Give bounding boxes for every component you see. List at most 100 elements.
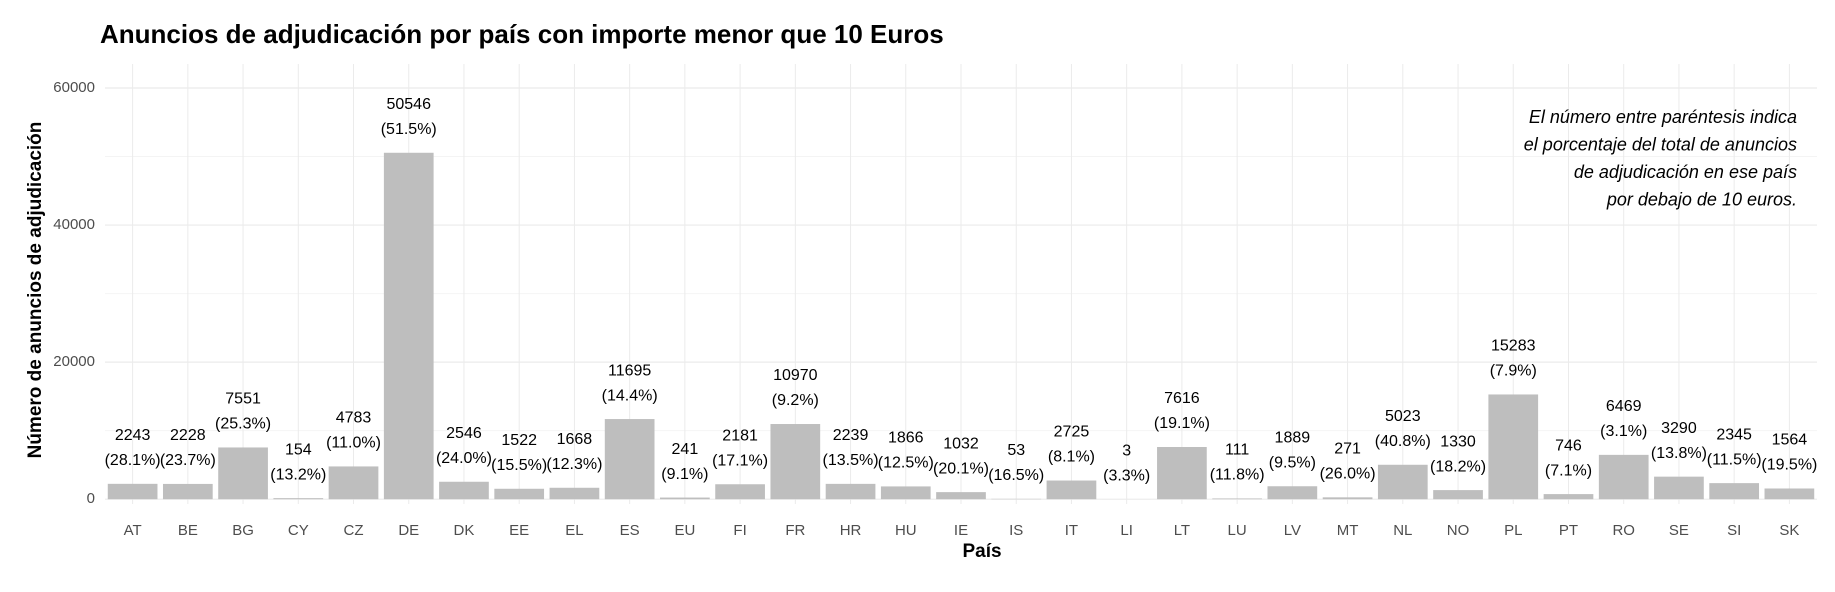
x-tick-label: EE — [509, 522, 529, 539]
bar — [1488, 394, 1538, 499]
percent-label: (19.1%) — [1154, 415, 1210, 432]
value-label: 1866 — [888, 430, 924, 447]
x-tick-label: BE — [178, 522, 198, 539]
bar — [1212, 498, 1262, 499]
y-tick-label: 60000 — [53, 79, 95, 96]
x-tick-label: FR — [785, 522, 805, 539]
value-label: 50546 — [386, 96, 431, 113]
bar — [1765, 488, 1815, 499]
bar — [108, 484, 158, 499]
value-label: 1564 — [1772, 432, 1808, 449]
x-tick-label: PT — [1559, 522, 1578, 539]
value-label: 2243 — [115, 427, 151, 444]
bar — [770, 424, 820, 499]
x-tick-label: HU — [895, 522, 917, 539]
x-axis-title: País — [962, 541, 1001, 562]
value-label: 2345 — [1716, 426, 1752, 443]
percent-label: (3.1%) — [1600, 423, 1647, 440]
value-label: 3 — [1122, 442, 1131, 459]
value-label: 4783 — [336, 410, 372, 427]
x-tick-label: ES — [620, 522, 640, 539]
bar — [881, 486, 931, 499]
bar — [1599, 455, 1649, 499]
percent-label: (14.4%) — [602, 387, 658, 404]
percent-label: (11.0%) — [326, 435, 381, 452]
value-label: 2228 — [170, 427, 206, 444]
chart-title: Anuncios de adjudicación por país con im… — [100, 19, 944, 49]
x-tick-label: EL — [565, 522, 583, 539]
percent-label: (12.5%) — [878, 455, 934, 472]
annotation: por debajo de 10 euros. — [1606, 189, 1797, 209]
x-tick-label: FI — [733, 522, 746, 539]
bar — [826, 484, 876, 499]
bar — [384, 153, 434, 499]
value-label: 7551 — [225, 391, 261, 408]
x-tick-label: PL — [1504, 522, 1522, 539]
bar — [605, 419, 655, 499]
value-label: 1330 — [1440, 433, 1476, 450]
bar — [1433, 490, 1483, 499]
value-label: 746 — [1555, 437, 1582, 454]
x-tick-label: MT — [1337, 522, 1359, 539]
bar — [550, 488, 600, 499]
value-label: 11695 — [608, 362, 651, 379]
x-tick-label: RO — [1612, 522, 1635, 539]
percent-label: (13.2%) — [270, 466, 326, 483]
bar — [1378, 465, 1428, 499]
percent-label: (24.0%) — [436, 450, 492, 467]
x-tick-label: LT — [1174, 522, 1190, 539]
bar — [660, 498, 710, 500]
percent-label: (13.8%) — [1651, 445, 1707, 462]
percent-label: (28.1%) — [105, 452, 161, 469]
value-label: 3290 — [1661, 420, 1697, 437]
bar — [1047, 481, 1097, 500]
x-tick-label: DE — [398, 522, 419, 539]
value-label: 5023 — [1385, 408, 1421, 425]
percent-label: (17.1%) — [712, 452, 768, 469]
x-tick-label: HR — [840, 522, 862, 539]
value-label: 2181 — [722, 427, 758, 444]
x-tick-label: CY — [288, 522, 309, 539]
percent-label: (8.1%) — [1048, 449, 1095, 466]
value-label: 271 — [1334, 441, 1361, 458]
x-tick-label: LI — [1120, 522, 1133, 539]
x-tick-label: CZ — [344, 522, 364, 539]
bar — [1544, 494, 1594, 499]
x-tick-label: SE — [1669, 522, 1689, 539]
percent-label: (11.5%) — [1707, 451, 1762, 468]
x-tick-label: SI — [1727, 522, 1741, 539]
percent-label: (3.3%) — [1103, 467, 1150, 484]
x-tick-label: AT — [124, 522, 142, 539]
percent-label: (12.3%) — [546, 456, 602, 473]
value-label: 1668 — [557, 431, 593, 448]
value-label: 111 — [1225, 442, 1249, 459]
x-tick-label: DK — [454, 522, 475, 539]
bar — [439, 482, 489, 499]
bar — [163, 484, 213, 499]
x-tick-label: SK — [1779, 522, 1799, 539]
percent-label: (9.5%) — [1269, 454, 1316, 471]
y-axis-title: Número de anuncios de adjudicación — [25, 122, 46, 459]
percent-label: (13.5%) — [823, 452, 879, 469]
bar — [218, 447, 268, 499]
percent-label: (16.5%) — [988, 467, 1044, 484]
percent-label: (23.7%) — [160, 452, 216, 469]
percent-label: (18.2%) — [1430, 458, 1486, 475]
value-label: 10970 — [773, 367, 818, 384]
value-label: 7616 — [1164, 390, 1200, 407]
percent-label: (19.5%) — [1761, 457, 1817, 474]
x-tick-label: LV — [1284, 522, 1301, 539]
annotation: El número entre paréntesis indica — [1529, 107, 1797, 127]
bar — [1157, 447, 1207, 499]
bar — [273, 498, 323, 499]
x-tick-label: NL — [1393, 522, 1412, 539]
value-label: 1522 — [501, 432, 537, 449]
percent-label: (40.8%) — [1375, 433, 1431, 450]
bar — [1654, 477, 1704, 500]
value-label: 1889 — [1275, 429, 1311, 446]
value-label: 1032 — [943, 435, 979, 452]
percent-label: (9.1%) — [661, 466, 708, 483]
percent-label: (20.1%) — [933, 460, 989, 477]
x-tick-label: BG — [232, 522, 254, 539]
x-tick-label: IT — [1065, 522, 1078, 539]
